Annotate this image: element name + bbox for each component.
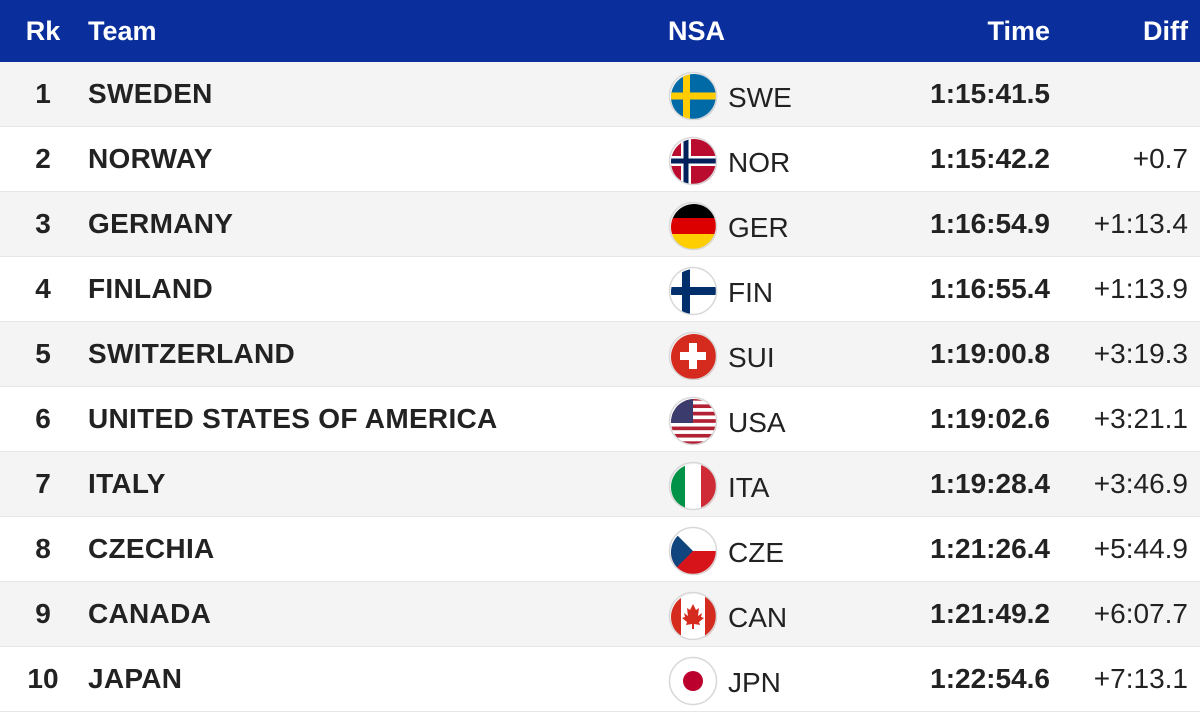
flag-icon [668,396,718,446]
nsa-code: JPN [728,667,781,698]
nsa-cell: ITA [668,452,769,516]
nsa-cell: FIN [668,257,773,321]
team-name: FINLAND [88,273,213,304]
result-row: 2 NORWAY NOR 1:15:42.2 +0.7 [0,127,1200,192]
rank: 5 [35,338,51,369]
header-cell: Team [88,15,157,46]
flag-icon [668,71,718,121]
nsa-code: CZE [728,537,784,568]
nsa-code: ITA [728,472,770,503]
time: 1:16:55.4 [930,273,1050,304]
time: 1:19:02.6 [930,403,1050,434]
result-row: 9 CANADA CAN 1:21:49.2 +6:07.7 [0,582,1200,647]
result-row: 7 ITALY ITA 1:19:28.4 +3:46.9 [0,452,1200,517]
rank: 2 [35,143,51,174]
time: 1:19:00.8 [930,338,1050,369]
flag-icon [668,461,718,511]
nsa-code: SUI [728,342,775,373]
flag-icon [668,526,718,576]
rank: 10 [27,663,59,694]
team-name: NORWAY [88,143,213,174]
nsa-cell: JPN [668,647,781,711]
rank: 4 [35,273,51,304]
result-row: 1 SWEDEN SWE 1:15:41.5 [0,62,1200,127]
diff: +7:13.1 [1093,663,1188,694]
rank: 9 [35,598,51,629]
diff: +1:13.4 [1093,208,1188,239]
team-name: JAPAN [88,663,183,694]
nsa-cell: CAN [668,582,787,646]
nsa-code: GER [728,212,789,243]
header-row: Rk Team NSA Time Diff [0,0,1200,62]
result-row: 3 GERMANY GER 1:16:54.9 +1:13.4 [0,192,1200,257]
rank: 7 [35,468,51,499]
result-row: 6 UNITED STATES OF AMERICA USA 1:19:02.6 +3:… [0,387,1200,452]
diff: +1:13.9 [1093,273,1188,304]
diff: +6:07.7 [1093,598,1188,629]
time: 1:21:49.2 [930,598,1050,629]
result-row: 10 JAPAN JPN 1:22:54.6 +7:13.1 [0,647,1200,712]
nsa-code: USA [728,407,786,438]
team-name: SWITZERLAND [88,338,296,369]
nsa-code: FIN [728,277,774,308]
nsa-code: CAN [728,602,788,633]
diff: +0.7 [1132,143,1188,174]
header-cell: Time [987,15,1050,46]
time: 1:21:26.4 [930,533,1050,564]
team-name: CZECHIA [88,533,215,564]
time: 1:22:54.6 [930,663,1050,694]
nsa-cell: SWE [668,62,792,126]
team-name: CANADA [88,598,212,629]
nsa-cell: GER [668,192,789,256]
nsa-cell: SUI [668,322,775,386]
flag-icon [668,266,718,316]
result-row: 5 SWITZERLAND SUI 1:19:00.8 +3:19.3 [0,322,1200,387]
team-name: GERMANY [88,208,234,239]
rank: 6 [35,403,51,434]
diff: +5:44.9 [1093,533,1188,564]
time: 1:15:42.2 [930,143,1050,174]
diff: +3:21.1 [1093,403,1188,434]
nsa-cell: USA [668,387,786,451]
header-cell: Rk [25,15,61,46]
flag-icon [668,136,718,186]
rank: 3 [35,208,51,239]
time: 1:15:41.5 [930,78,1050,109]
nsa-code: NOR [728,147,791,178]
time: 1:16:54.9 [930,208,1050,239]
flag-icon [668,656,718,706]
result-row: 8 CZECHIA CZE 1:21:26.4 +5:44.9 [0,517,1200,582]
nsa-code: SWE [728,82,792,113]
rank: 1 [35,78,51,109]
time: 1:19:28.4 [930,468,1050,499]
result-row: 4 FINLAND FIN 1:16:55.4 +1:13.9 [0,257,1200,322]
team-name: ITALY [88,468,166,499]
flag-icon [668,591,718,641]
nsa-cell: CZE [668,517,784,581]
team-name: UNITED STATES OF AMERICA [88,403,498,434]
diff: +3:19.3 [1093,338,1188,369]
diff: +3:46.9 [1093,468,1188,499]
nsa-cell: NOR [668,127,790,191]
header-cell: Diff [1143,15,1188,46]
header-cell: NSA [668,15,726,46]
rank: 8 [35,533,51,564]
flag-icon [668,331,718,381]
team-name: SWEDEN [88,78,213,109]
flag-icon [668,201,718,251]
